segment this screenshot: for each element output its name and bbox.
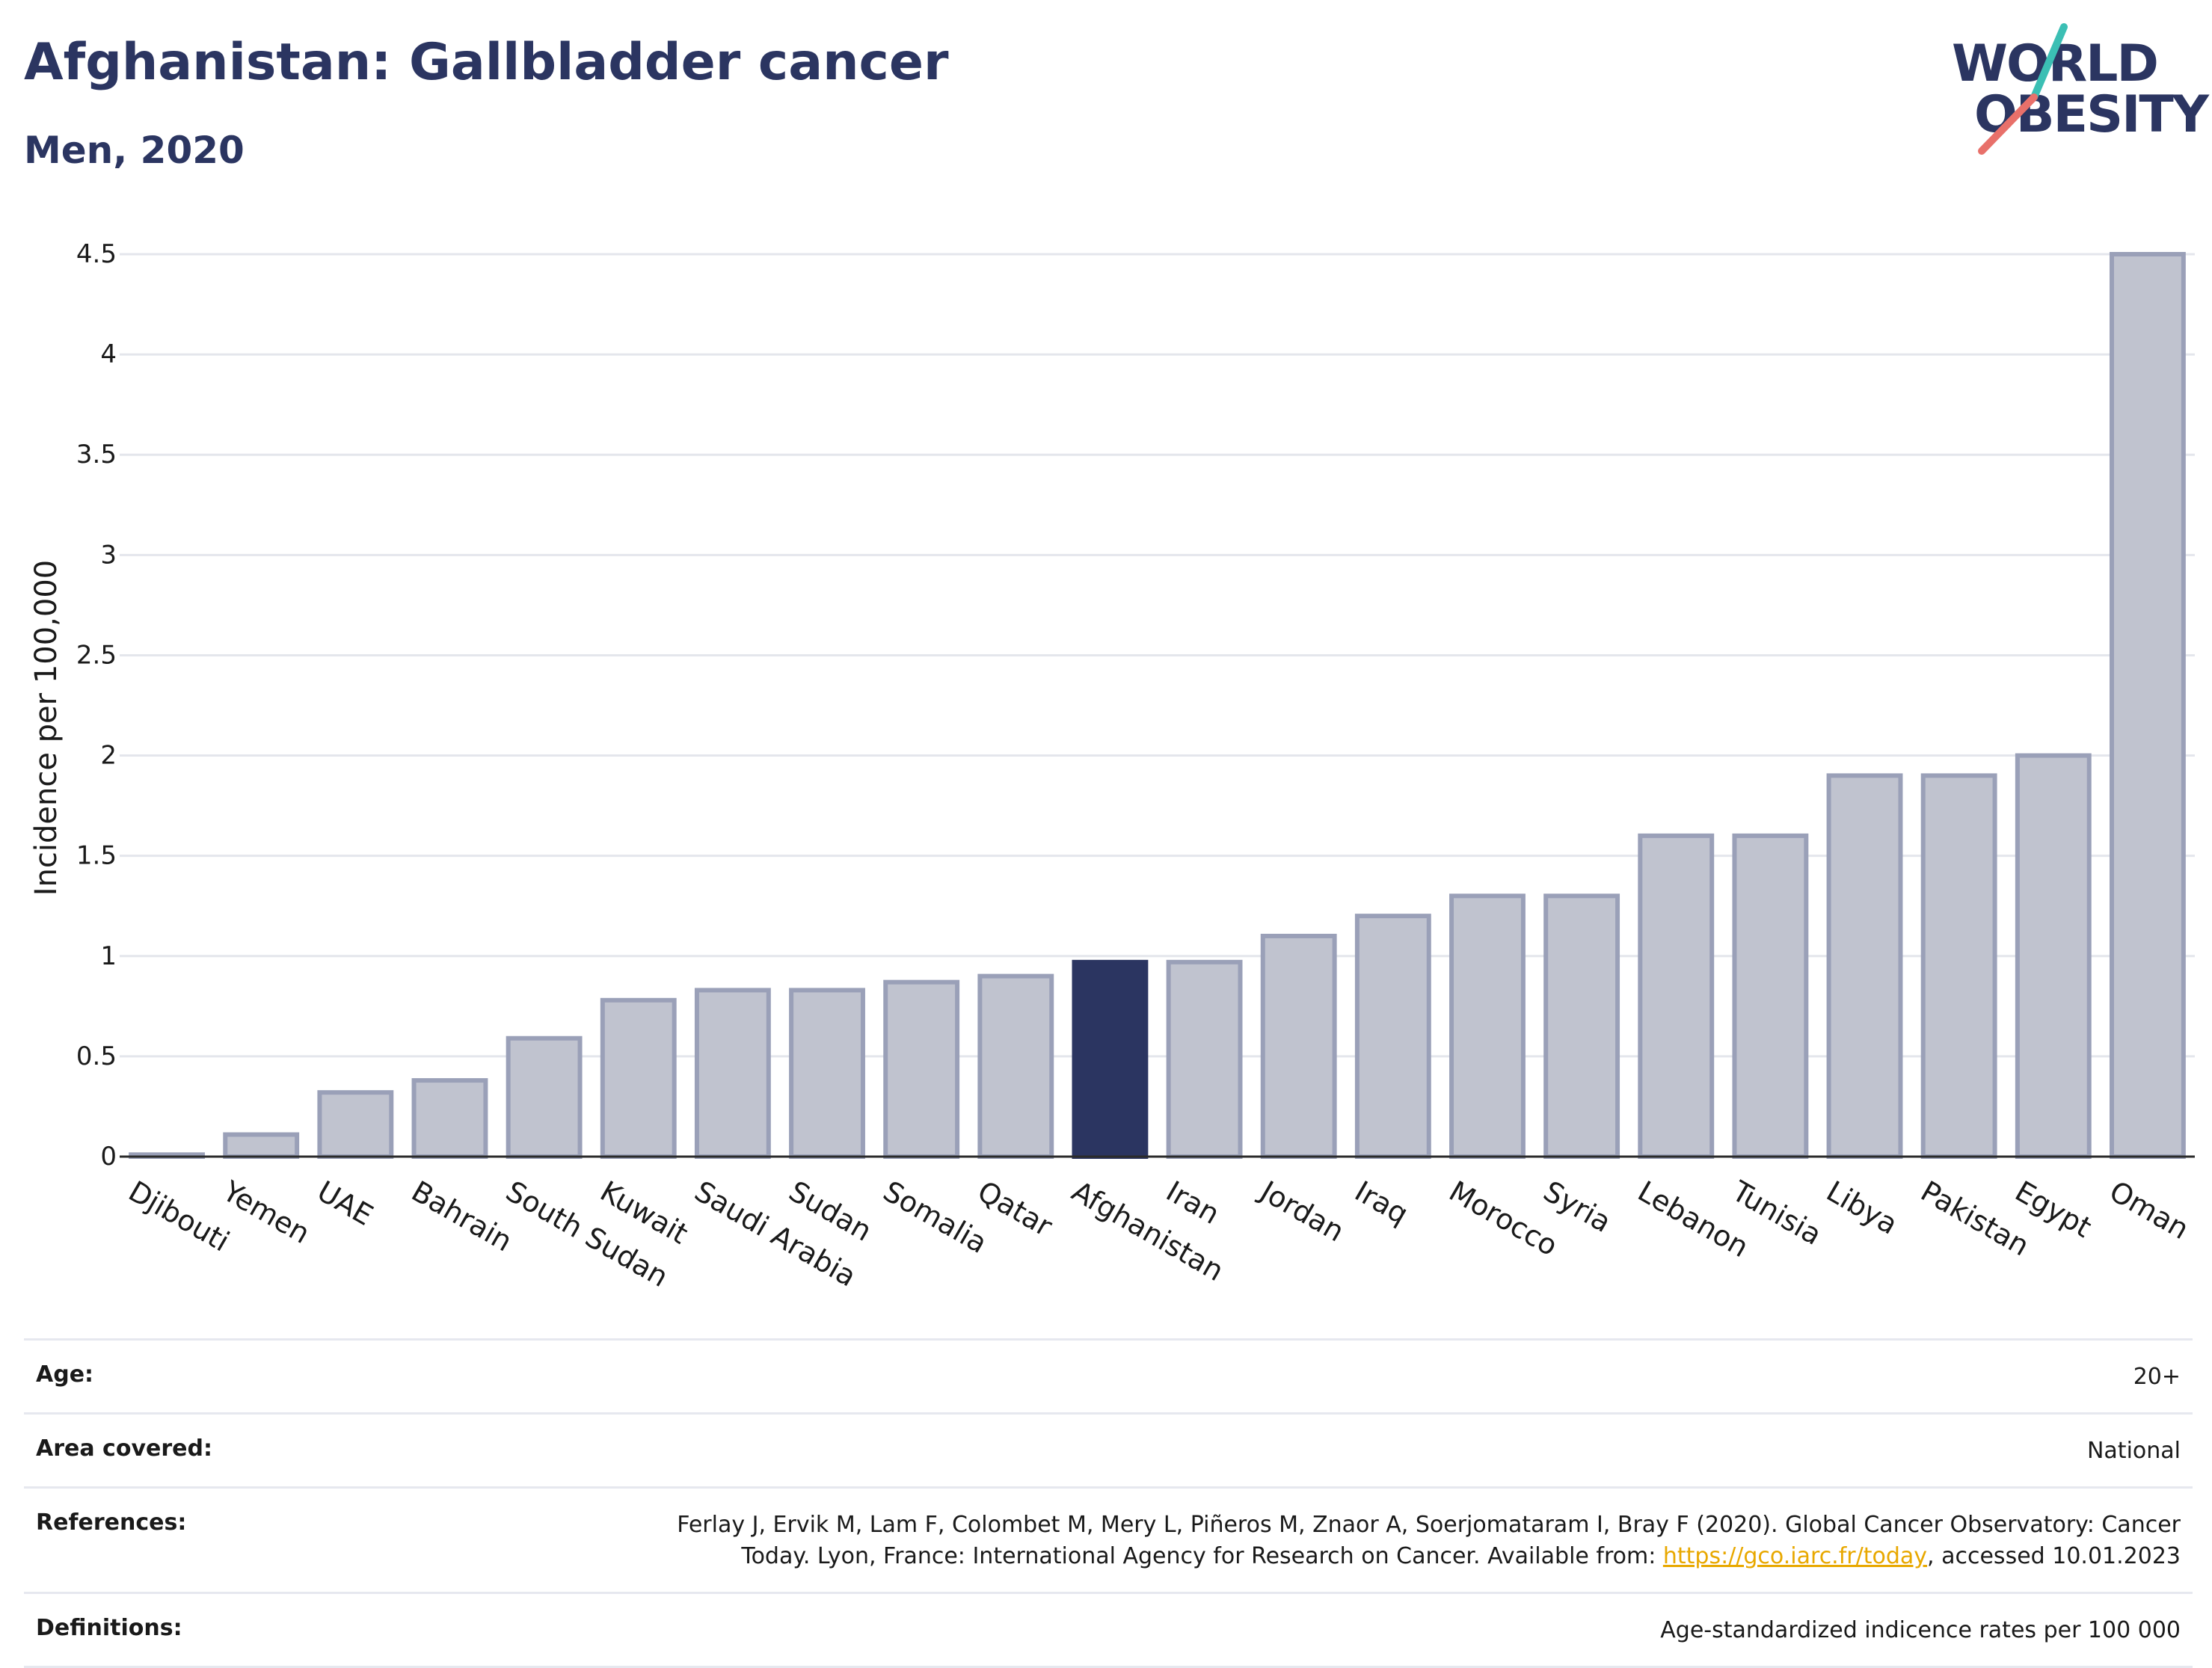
x-tick-label: Iraq bbox=[1349, 1175, 1413, 1231]
x-tick-label: South Sudan bbox=[500, 1175, 674, 1293]
y-tick-label: 1 bbox=[100, 941, 117, 971]
bar-oman bbox=[2110, 252, 2186, 1159]
meta-row-references: References: Ferlay J, Ervik M, Lam F, Co… bbox=[24, 1486, 2193, 1592]
y-tick-label: 2 bbox=[100, 741, 117, 771]
bar-bahrain bbox=[411, 1078, 488, 1160]
bar-syria bbox=[1543, 893, 1620, 1160]
x-tick-label: Pakistan bbox=[1915, 1175, 2035, 1263]
y-tick-label: 4.5 bbox=[76, 239, 117, 269]
page-subtitle: Men, 2020 bbox=[24, 129, 245, 172]
x-tick-label: Oman bbox=[2104, 1175, 2195, 1246]
metadata-table: Age: 20+ Area covered: National Referenc… bbox=[24, 1338, 2193, 1668]
meta-row-definitions: Definitions: Age-standardized indicence … bbox=[24, 1592, 2193, 1668]
area-label: Area covered: bbox=[36, 1435, 212, 1462]
references-line2-post: , accessed 10.01.2023 bbox=[1927, 1543, 2181, 1569]
definitions-value: Age-standardized indicence rates per 100… bbox=[1660, 1617, 2181, 1643]
y-tick-label: 1.5 bbox=[76, 841, 117, 871]
bar-afghanistan bbox=[1072, 959, 1149, 1160]
y-tick-label: 0 bbox=[100, 1142, 117, 1172]
page-title: Afghanistan: Gallbladder cancer bbox=[24, 33, 949, 92]
x-tick-label: Libya bbox=[1821, 1175, 1903, 1241]
age-value: 20+ bbox=[2133, 1364, 2181, 1390]
bar-kuwait bbox=[600, 997, 677, 1159]
bar-iraq bbox=[1354, 914, 1431, 1159]
meta-row-area: Area covered: National bbox=[24, 1412, 2193, 1486]
x-tick-label: UAE bbox=[312, 1175, 378, 1232]
y-tick-label: 3 bbox=[100, 540, 117, 570]
age-label: Age: bbox=[36, 1361, 94, 1388]
bars bbox=[129, 252, 2186, 1160]
bar-pakistan bbox=[1920, 773, 1997, 1160]
area-value: National bbox=[2086, 1438, 2181, 1464]
x-tick-label: Jordan bbox=[1254, 1174, 1350, 1249]
references-line2-pre: Today. Lyon, France: International Agenc… bbox=[741, 1543, 1663, 1569]
x-tick-label: Yemen bbox=[217, 1174, 316, 1250]
bar-somalia bbox=[883, 979, 960, 1159]
bar-sudan bbox=[789, 988, 865, 1160]
logo-slash-icon bbox=[1978, 23, 2068, 155]
y-tick-label: 0.5 bbox=[76, 1041, 117, 1071]
bar-uae bbox=[317, 1090, 394, 1160]
bar-morocco bbox=[1449, 893, 1526, 1160]
references-label: References: bbox=[36, 1509, 187, 1536]
references-line1: Ferlay J, Ervik M, Lam F, Colombet M, Me… bbox=[677, 1512, 2181, 1538]
x-tick-label: Bahrain bbox=[406, 1175, 517, 1258]
bar-egypt bbox=[2015, 753, 2092, 1159]
y-axis-ticks: 0 0.5 1 1.5 2 2.5 3 3.5 4 4.5 bbox=[76, 239, 117, 1172]
bar-lebanon bbox=[1638, 833, 1715, 1160]
bar-yemen bbox=[223, 1132, 300, 1160]
bar-libya bbox=[1826, 773, 1903, 1160]
bar-qatar bbox=[977, 973, 1054, 1159]
x-tick-label: Saudi Arabia bbox=[689, 1175, 861, 1293]
bar-saudi-arabia bbox=[694, 988, 771, 1160]
bar-south-sudan bbox=[506, 1035, 583, 1160]
bar-iran bbox=[1166, 959, 1243, 1160]
meta-row-age: Age: 20+ bbox=[24, 1338, 2193, 1412]
references-link[interactable]: https://gco.iarc.fr/today bbox=[1662, 1543, 1928, 1569]
x-tick-label: Djibouti bbox=[123, 1175, 236, 1258]
references-value: Ferlay J, Ervik M, Lam F, Colombet M, Me… bbox=[677, 1509, 2181, 1572]
y-tick-label: 3.5 bbox=[76, 440, 117, 470]
x-tick-label: Iran bbox=[1161, 1175, 1225, 1231]
definitions-label: Definitions: bbox=[36, 1615, 182, 1641]
bar-tunisia bbox=[1732, 833, 1809, 1160]
x-tick-label: Morocco bbox=[1444, 1175, 1564, 1263]
bar-jordan bbox=[1260, 933, 1337, 1159]
y-tick-label: 4 bbox=[100, 339, 117, 369]
world-obesity-logo: WORLD OBESITY bbox=[1952, 22, 2209, 157]
x-tick-label: Somalia bbox=[878, 1175, 993, 1260]
y-axis-label: Incidence per 100,000 bbox=[29, 560, 64, 896]
y-tick-label: 2.5 bbox=[76, 640, 117, 670]
